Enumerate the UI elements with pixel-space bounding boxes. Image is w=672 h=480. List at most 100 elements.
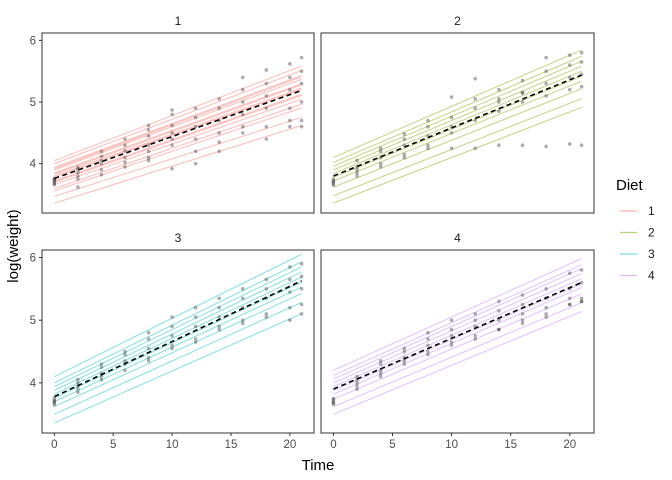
data-point — [473, 334, 478, 338]
panel-4: 4 0 5 10 15 20 — [320, 231, 595, 451]
data-point — [473, 337, 478, 341]
subject-line — [333, 49, 582, 159]
data-point — [331, 402, 336, 406]
data-point — [52, 178, 57, 183]
data-point — [497, 308, 501, 313]
data-point — [146, 346, 151, 351]
y-tick-label: 4 — [30, 159, 37, 171]
data-point — [331, 397, 336, 402]
data-point — [264, 68, 269, 72]
data-point — [378, 374, 383, 379]
data-point — [193, 149, 198, 154]
data-point — [402, 346, 407, 351]
data-point — [288, 62, 292, 66]
data-point — [355, 171, 359, 175]
data-point — [99, 161, 104, 166]
data-point — [193, 106, 198, 111]
subject-line — [54, 76, 302, 170]
data-point — [240, 124, 245, 129]
data-point — [426, 337, 430, 341]
data-point — [567, 296, 572, 301]
panel-border — [41, 32, 315, 214]
subject-line — [54, 103, 302, 189]
data-point — [146, 134, 151, 138]
data-point — [52, 402, 57, 407]
subject-line — [54, 276, 302, 395]
data-point — [299, 69, 304, 74]
subject-line — [333, 106, 582, 204]
data-point — [123, 160, 127, 165]
subject-line — [54, 65, 302, 162]
data-point — [331, 399, 336, 404]
subject-line — [54, 286, 302, 403]
subject-line — [333, 278, 582, 388]
data-point — [299, 261, 304, 266]
data-point — [567, 302, 572, 307]
data-point — [170, 137, 174, 141]
data-point — [76, 185, 80, 189]
data-point — [99, 168, 104, 172]
data-point — [567, 271, 572, 275]
data-point — [123, 155, 127, 160]
subject-line — [333, 65, 582, 171]
data-point — [544, 55, 548, 60]
subject-line — [54, 253, 302, 378]
panel-border — [320, 249, 595, 434]
data-point — [544, 305, 548, 310]
data-point — [217, 106, 222, 111]
data-point — [378, 359, 383, 363]
data-point — [449, 340, 454, 344]
data-point — [402, 349, 407, 354]
data-point — [520, 90, 525, 95]
data-point — [99, 158, 104, 163]
y-tick-label: 4 — [30, 378, 37, 390]
data-point — [240, 296, 245, 301]
strip-label: 3 — [175, 231, 182, 245]
data-point — [240, 112, 245, 117]
x-tick-label: 5 — [389, 439, 395, 451]
data-point — [331, 177, 336, 181]
legend-label-diet-2: 2 — [648, 226, 655, 240]
subject-line — [333, 283, 582, 391]
panel-2: 2 — [320, 14, 595, 214]
data-point — [579, 143, 584, 147]
data-point — [378, 362, 383, 366]
panel-1: 1 4 5 6 — [30, 14, 315, 214]
data-point — [146, 143, 151, 147]
data-point — [288, 318, 292, 322]
data-point — [146, 155, 151, 160]
y-axis-title: log(weight) — [5, 209, 22, 282]
legend-label-diet-1: 1 — [648, 204, 655, 218]
data-point — [449, 318, 454, 322]
data-point — [355, 158, 359, 163]
data-point — [193, 340, 198, 344]
subject-line — [54, 87, 302, 177]
y-tick-label: 6 — [30, 253, 36, 265]
data-point — [193, 115, 198, 120]
data-point — [355, 174, 359, 178]
panels-layer: 1 4 5 6 2 3 4 5 6 0 5 10 15 20 4 0 5 10 15 20 — [30, 14, 595, 451]
data-point — [567, 142, 572, 146]
data-point — [170, 143, 174, 147]
data-point — [76, 381, 80, 385]
data-point — [193, 161, 198, 166]
data-point — [123, 352, 127, 357]
population-line — [333, 74, 582, 177]
subject-line — [54, 281, 302, 399]
data-point — [170, 334, 174, 338]
x-tick-label: 20 — [563, 439, 576, 451]
data-point — [193, 324, 198, 329]
data-point — [579, 268, 584, 272]
data-point — [579, 280, 584, 285]
data-point — [355, 374, 359, 379]
data-point — [217, 324, 222, 329]
data-point — [449, 334, 454, 338]
data-point — [544, 94, 548, 98]
data-point — [449, 343, 454, 348]
data-point — [567, 53, 572, 57]
data-point — [170, 123, 174, 128]
data-point — [76, 165, 80, 170]
data-point — [426, 352, 430, 357]
x-tick-label: 15 — [504, 439, 517, 451]
data-point — [473, 106, 478, 111]
